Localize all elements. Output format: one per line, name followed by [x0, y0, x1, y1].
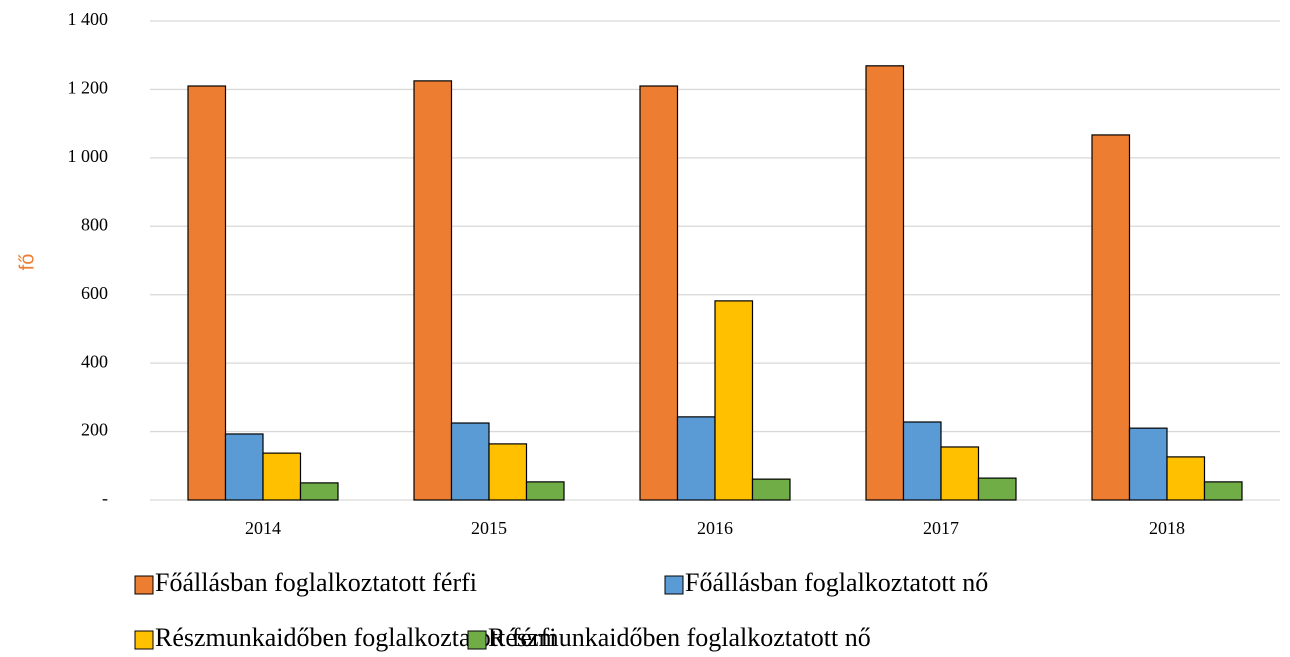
y-tick-label: 200: [81, 420, 108, 440]
bar: [1128, 427, 1168, 501]
bar: [902, 421, 942, 501]
y-tick-label: 600: [81, 283, 108, 303]
bar: [865, 65, 905, 501]
x-tick-label: 2018: [1149, 518, 1185, 538]
bar: [1203, 481, 1243, 501]
legend-swatch: [664, 575, 684, 595]
bar: [639, 85, 679, 501]
bar: [187, 85, 227, 501]
legend-label: Főállásban foglalkoztatott nő: [685, 568, 988, 597]
bar: [450, 422, 490, 501]
bar: [413, 80, 453, 501]
legend-label: Részmunkaidőben foglalkoztatott nő: [488, 623, 871, 652]
bar: [676, 416, 716, 501]
x-tick-label: 2016: [697, 518, 733, 538]
bar: [940, 446, 980, 501]
legend-swatch: [134, 630, 154, 650]
legend-label: Részmunkaidőben foglalkoztatott férfi: [155, 623, 556, 652]
legend-swatch: [134, 575, 154, 595]
x-tick-label: 2015: [471, 518, 507, 538]
bar: [714, 300, 754, 501]
bar: [1091, 134, 1131, 501]
bar: [262, 452, 302, 501]
bar: [525, 481, 565, 501]
y-tick-label: 400: [81, 351, 108, 371]
y-tick-label: -: [102, 488, 108, 508]
x-tick-label: 2017: [923, 518, 959, 538]
y-tick-label: 800: [81, 214, 108, 234]
bar: [224, 433, 264, 501]
y-tick-label: 1 200: [68, 78, 109, 98]
y-tick-label: 1 000: [68, 146, 109, 166]
bar: [1166, 456, 1206, 501]
legend-swatch: [467, 630, 487, 650]
bar: [488, 443, 528, 501]
y-tick-label: 1 400: [68, 9, 109, 29]
y-axis-label: fő: [16, 254, 38, 271]
bar: [977, 477, 1017, 501]
bar: [299, 482, 339, 501]
x-tick-label: 2014: [245, 518, 281, 538]
legend-label: Főállásban foglalkoztatott férfi: [155, 568, 477, 597]
bar: [751, 478, 791, 501]
